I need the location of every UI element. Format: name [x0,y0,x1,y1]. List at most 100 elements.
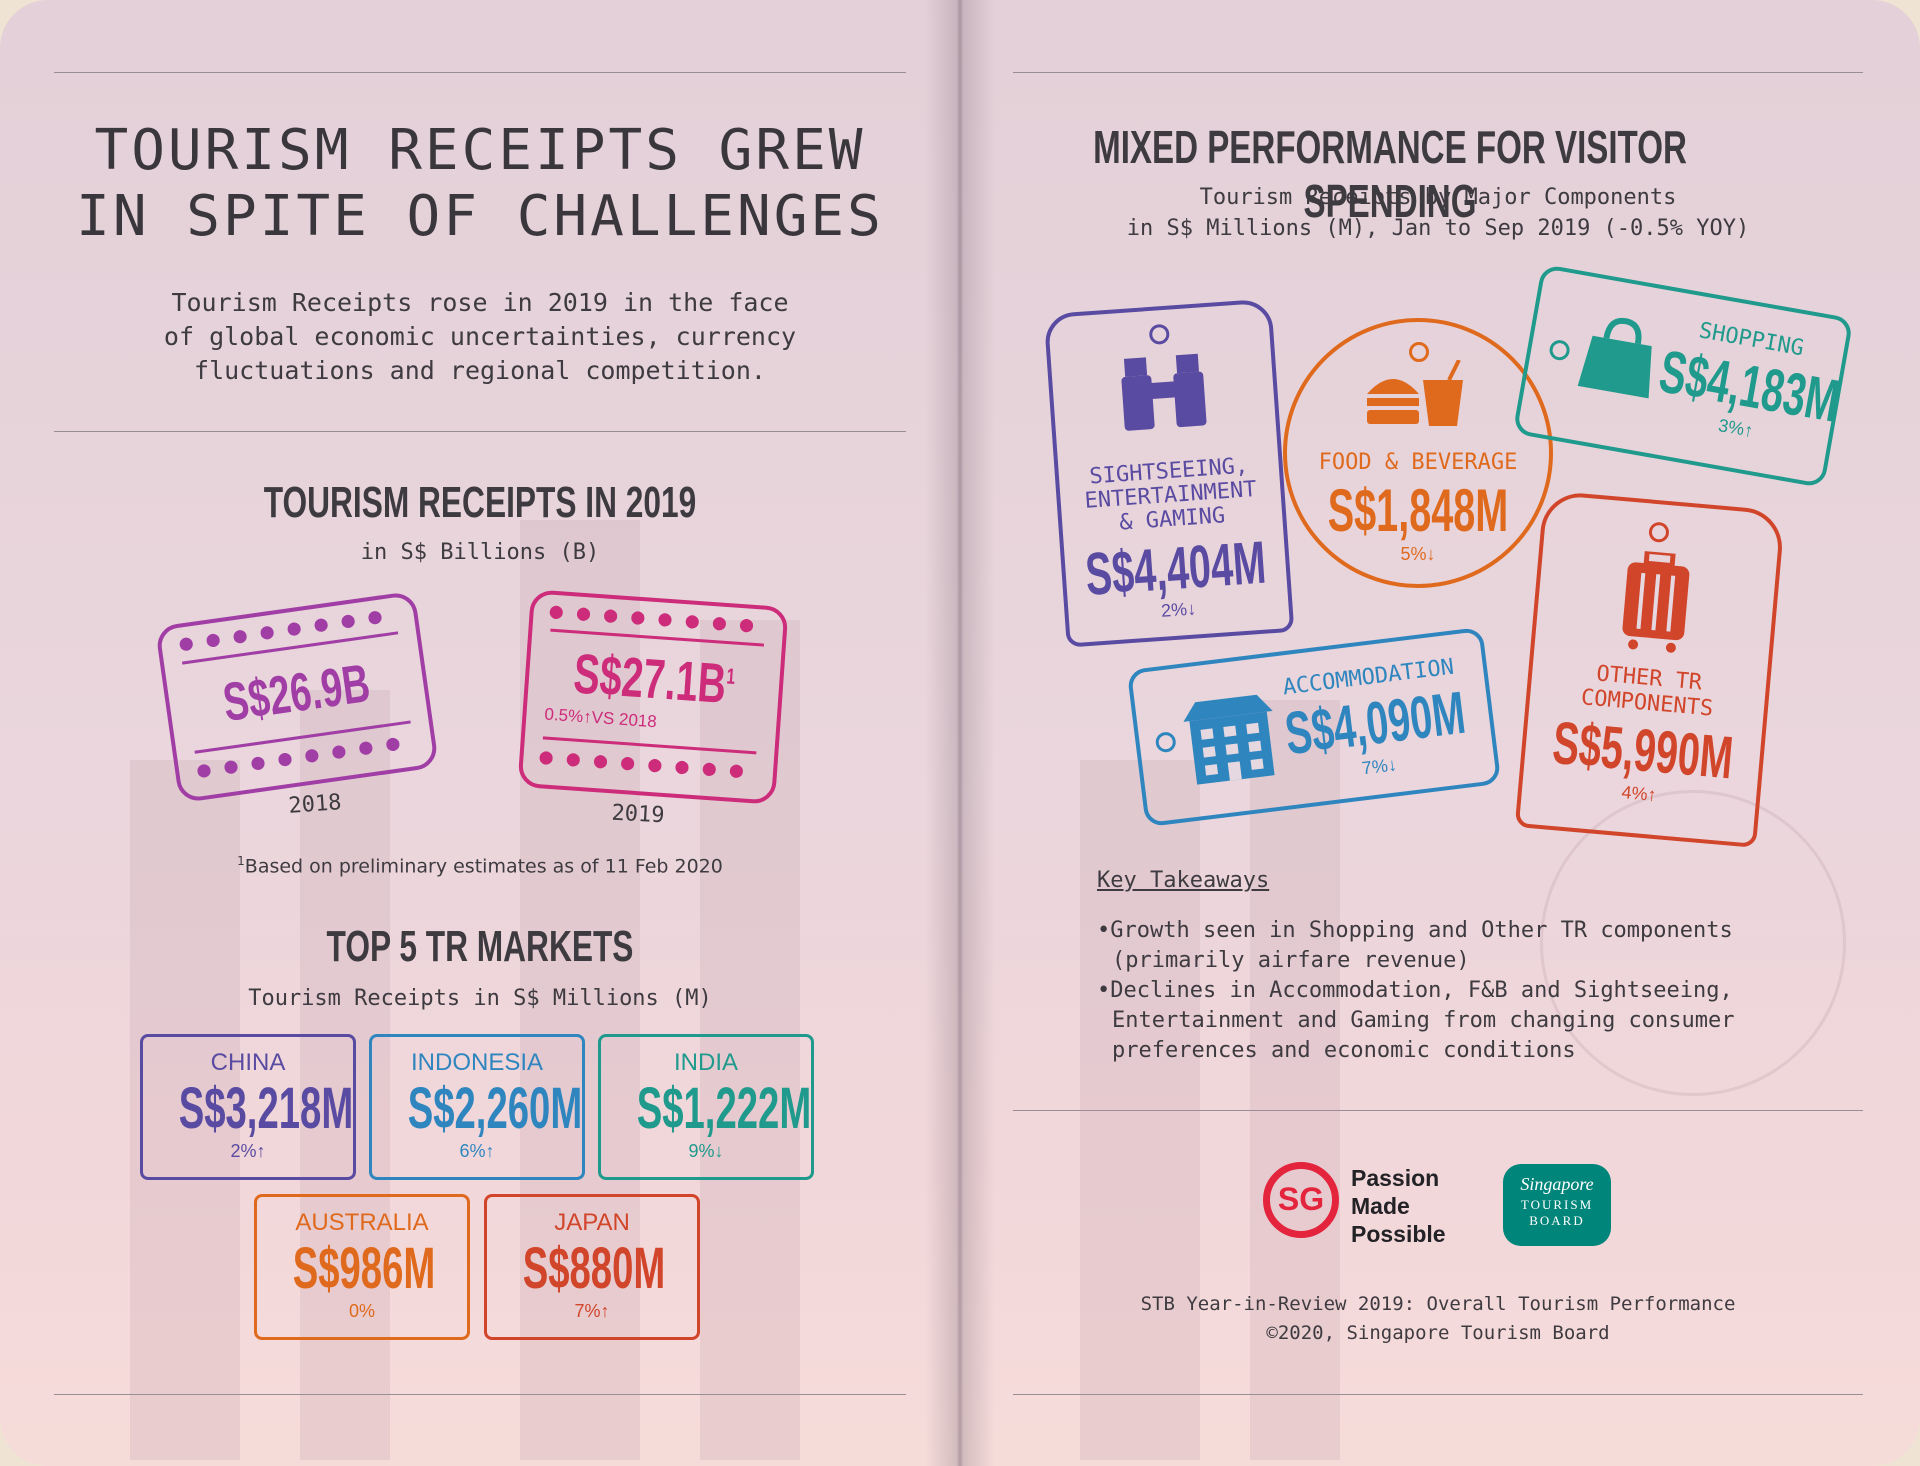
page-headline: TOURISM RECEIPTS GREW IN SPITE OF CHALLE… [54,118,906,250]
market-card-japan: JAPAN S$880M 7%↑ [484,1194,700,1340]
tr-2019-subtitle: in S$ Billions (B) [360,540,600,565]
stamp-2018: ●●●●●●●● S$26.9B ●●●●●●●● [154,590,440,804]
sightseeing-label: SIGHTSEEING, ENTERTAINMENT & GAMING [1058,452,1282,539]
sg-logo: SG [1263,1162,1339,1238]
market-change: 9%↓ [688,1141,724,1161]
stamp-2019-value: S$27.1B1 [565,640,744,717]
market-card-australia: AUSTRALIA S$986M 0% [254,1194,470,1340]
stamp-2018-year: 2018 [287,790,343,819]
subtitle-line: in S$ Millions (M), Jan to Sep 2019 (-0.… [1126,216,1750,241]
divider [54,1394,906,1395]
market-value: S$3,218M [178,1076,354,1141]
footer-line: STB Year-in-Review 2019: Overall Tourism… [1140,1293,1736,1315]
market-name: CHINA [210,1049,286,1076]
tag-accommodation: ACCOMMODATION S$4,090M 7%↓ [1126,626,1502,828]
market-value: S$880M [522,1236,666,1301]
footnote-marker: 1 [725,663,737,689]
footer-line: ©2020, Singapore Tourism Board [1266,1322,1610,1344]
divider [1013,1110,1863,1111]
market-value: S$1,222M [636,1076,812,1141]
stamp-2018-value: S$26.9B [219,653,374,733]
market-card-china: CHINA S$3,218M 2%↑ [140,1034,356,1180]
headline-line: TOURISM RECEIPTS GREW [94,118,866,183]
market-value: S$2,260M [407,1076,583,1141]
tag-sightseeing: SIGHTSEEING, ENTERTAINMENT & GAMING S$4,… [1043,298,1295,648]
tr-2019-title: TOURISM RECEIPTS IN 2019 [263,478,697,527]
tag-hole [1548,338,1572,362]
intro-line: of global economic uncertainties, curren… [163,322,797,351]
right-subtitle: Tourism Receipts by Major Components in … [1013,182,1863,244]
shopping-bag-icon [1577,317,1652,399]
takeaway-line: •Growth seen in Shopping and Other TR co… [1097,918,1733,943]
headline-line: IN SPITE OF CHALLENGES [76,184,884,249]
stamp-2019-amount: S$27.1B [571,641,729,715]
bg-skyline-left [300,690,390,1460]
left-page: TOURISM RECEIPTS GREW IN SPITE OF CHALLE… [0,0,955,1466]
market-value: S$986M [292,1236,436,1301]
burger-drink-icon [1367,360,1463,426]
food-value: S$1,848M [1327,477,1509,544]
market-name: JAPAN [554,1209,630,1236]
market-change: 2%↑ [230,1141,266,1161]
intro-line: fluctuations and regional competition. [194,356,766,385]
tag-other-tr: OTHER TR COMPONENTS S$5,990M 4%↑ [1514,490,1786,848]
tag-shopping: SHOPPING S$4,183M 3%↑ [1512,263,1854,489]
tag-hole [1148,323,1170,346]
footnote-marker: 1 [237,854,245,868]
takeaway-line: Entertainment and Gaming from changing c… [1112,1008,1735,1033]
stamp-2019-year: 2019 [610,800,666,829]
footer-credit: STB Year-in-Review 2019: Overall Tourism… [1013,1290,1863,1348]
takeaways-list: •Growth seen in Shopping and Other TR co… [1097,916,1857,1066]
bg-ferris-wheel [1540,790,1846,1096]
passion-made-possible: Passion Made Possible [1351,1164,1446,1248]
binoculars-icon [1121,353,1207,431]
stb-logo: Singapore TOURISM BOARD [1503,1164,1611,1246]
suitcase-icon [1622,549,1690,653]
sg-logo-text: SG [1277,1181,1325,1217]
bg-skyline-left [520,520,640,1460]
tagline-line: Possible [1351,1221,1446,1247]
right-page: MIXED PERFORMANCE FOR VISITOR SPENDING T… [965,0,1920,1466]
market-name: INDONESIA [410,1049,544,1076]
tag-food-beverage: FOOD & BEVERAGE S$1,848M 5%↓ [1283,318,1553,588]
stamp-2019: ●●●●●●●● S$27.1B1 0.5%↑VS 2018 ●●●●●●●● [517,589,789,805]
market-card-india: INDIA S$1,222M 9%↓ [598,1034,814,1180]
divider [54,431,906,432]
divider [1013,72,1863,73]
tag-hole [1154,731,1177,754]
market-name: INDIA [673,1049,738,1076]
right-headline: MIXED PERFORMANCE FOR VISITOR SPENDING [1093,121,1687,227]
book-spine [925,0,995,1466]
divider [1013,1394,1863,1395]
takeaway-line: •Declines in Accommodation, F&B and Sigh… [1097,978,1733,1003]
market-change: 0% [348,1301,375,1321]
takeaway-line: (primarily airfare revenue) [1112,948,1470,973]
stb-logo-text: BOARD [1529,1213,1585,1228]
intro-paragraph: Tourism Receipts rose in 2019 in the fac… [54,286,906,388]
market-change: 6%↑ [459,1141,495,1161]
tagline-line: Made [1351,1193,1410,1219]
intro-line: Tourism Receipts rose in 2019 in the fac… [171,288,789,317]
markets-subtitle: Tourism Receipts in S$ Millions (M) [248,986,712,1011]
market-card-indonesia: INDONESIA S$2,260M 6%↑ [369,1034,585,1180]
footnote: 1Based on preliminary estimates as of 11… [54,854,906,877]
subtitle-line: Tourism Receipts by Major Components [1199,185,1677,210]
tag-hole [1648,521,1670,544]
market-name: AUSTRALIA [295,1209,429,1236]
footnote-text: Based on preliminary estimates as of 11 … [244,855,723,878]
tag-hole [1409,342,1429,362]
bg-skyline-right [1250,700,1340,1460]
stb-logo-text: Singapore [1520,1174,1594,1194]
bg-skyline-left [130,760,240,1460]
food-change: 5%↓ [1400,544,1436,564]
takeaway-line: preferences and economic conditions [1112,1038,1576,1063]
divider [54,72,906,73]
building-icon [1183,694,1275,785]
market-change: 7%↑ [574,1301,610,1321]
bg-skyline-left [700,620,800,1460]
food-label: FOOD & BEVERAGE [1318,450,1518,475]
tagline-line: Passion [1351,1165,1440,1191]
stamp-dots: ●●●●●●●● [548,598,769,639]
markets-title: TOP 5 TR MARKETS [326,922,634,971]
